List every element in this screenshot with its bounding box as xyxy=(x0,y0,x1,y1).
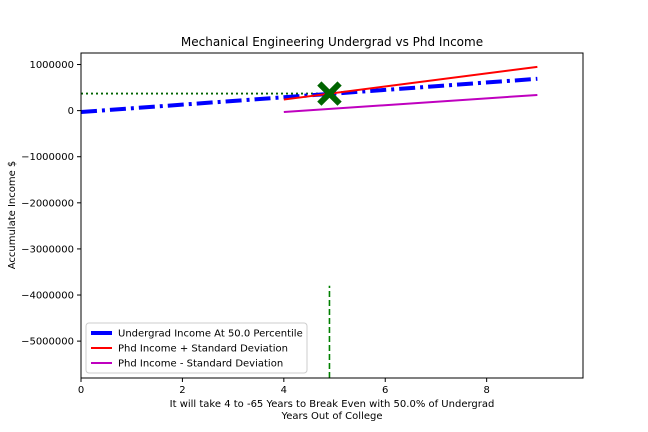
plot-area xyxy=(80,65,538,378)
break-even-marker xyxy=(317,81,342,106)
y-tick-label: 1000000 xyxy=(29,60,74,71)
legend-label-3: Phd Income - Standard Deviation xyxy=(118,359,283,370)
y-axis-ticks: 1000000 0 −1000000 −2000000 −3000000 −4000000… xyxy=(21,60,81,348)
legend-label-1: Undergrad Income At 50.0 Percentile xyxy=(118,329,303,340)
y-tick-label: −4000000 xyxy=(21,291,74,302)
x-tick-label: 0 xyxy=(78,385,84,396)
y-tick-label: −3000000 xyxy=(21,244,74,255)
series-line-3 xyxy=(283,93,538,114)
y-axis-label: Accumulate Income $ xyxy=(7,161,18,270)
x-tick-label: 4 xyxy=(281,385,287,396)
plot-frame xyxy=(80,52,584,379)
y-tick-label: −5000000 xyxy=(21,337,74,348)
legend-box xyxy=(85,322,308,374)
break-even-marker-stroke-2 xyxy=(317,81,342,106)
legend: Undergrad Income At 50.0 Percentile Phd I… xyxy=(85,322,308,374)
x-axis-label-line-2: Years Out of College xyxy=(281,411,383,422)
x-tick-label: 6 xyxy=(382,385,388,396)
x-tick-label: 2 xyxy=(179,385,185,396)
x-axis-label-line-1: It will take 4 to -65 Years to Break Eve… xyxy=(170,399,495,410)
chart-title: Mechanical Engineering Undergrad vs Phd … xyxy=(181,35,483,49)
x-tick-label: 8 xyxy=(483,385,489,396)
legend-label-2: Phd Income + Standard Deviation xyxy=(118,344,288,355)
x-axis-ticks: 0 2 4 6 8 xyxy=(78,378,490,396)
series-line-1 xyxy=(80,76,538,115)
y-tick-label: 0 xyxy=(68,106,74,117)
y-tick-label: −2000000 xyxy=(21,198,74,209)
y-tick-label: −1000000 xyxy=(21,152,74,163)
